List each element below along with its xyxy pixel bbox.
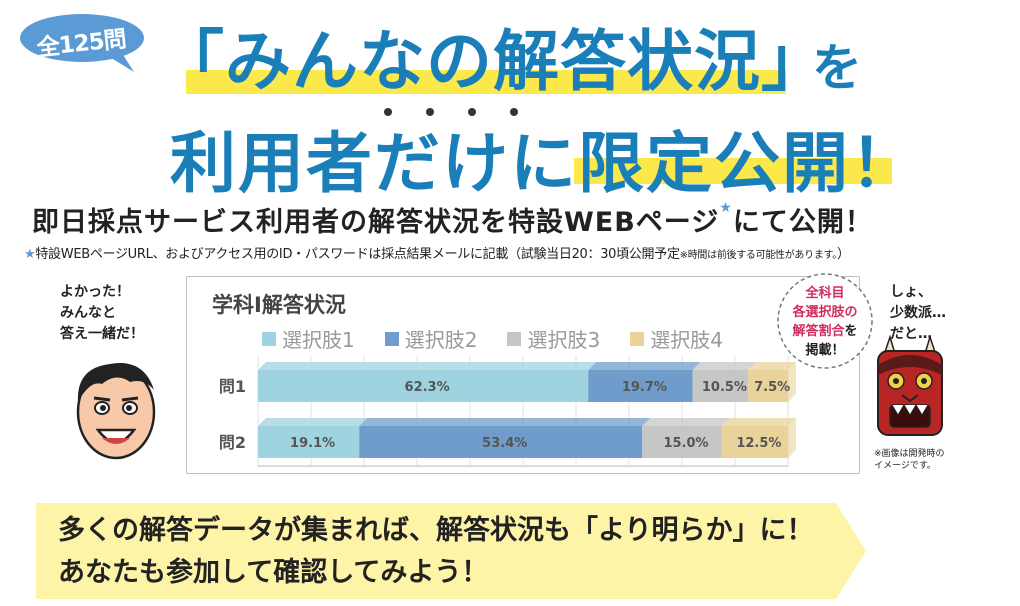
highlight-bar — [186, 70, 786, 94]
left-character-speech: よかった！ みんなと 答え一緒だ！ — [60, 282, 170, 345]
data-label: 10.5% — [702, 380, 747, 395]
callout-line: 掲載！ — [805, 343, 845, 358]
emphasis-dot — [384, 108, 392, 116]
bar-top-face — [359, 418, 651, 426]
emphasis-dot — [426, 108, 434, 116]
legend-item: 選択肢2 — [384, 324, 478, 353]
legend-label: 選択肢2 — [404, 328, 478, 352]
bar-top-face — [721, 418, 796, 426]
speech-line: だと… — [890, 326, 932, 342]
bar-top-face — [692, 362, 757, 370]
bar-segment — [692, 370, 749, 402]
star-icon: ★ — [719, 200, 733, 216]
data-label: 19.1% — [290, 436, 335, 451]
speech-line: みんなと — [60, 305, 116, 321]
bar-top-face — [588, 362, 701, 370]
legend-item: 選択肢1 — [262, 324, 355, 353]
right-character-speech: しょ、 少数派… だと… — [890, 282, 990, 345]
callout-line: 各選択肢の — [792, 305, 858, 320]
headline-line1: 「みんなの解答状況」 — [158, 23, 828, 100]
banner-text: 多くの解答データが集まれば、解答状況も「より明らか」に！ あなたも参加して確認し… — [58, 510, 813, 594]
legend-label: 選択肢3 — [527, 328, 601, 352]
legend-label: 選択肢4 — [650, 328, 723, 352]
headline-line1-suffix: を — [812, 39, 862, 97]
legend-swatch — [630, 331, 645, 346]
bar-top-face — [258, 362, 597, 370]
bar-segment — [258, 370, 589, 402]
bar-side-face — [788, 418, 796, 458]
data-label: 7.5% — [754, 380, 790, 395]
subheadline-main: 即日採点サービス利用者の解答状況を特設WEBページ — [32, 207, 720, 238]
bar-top-face — [748, 362, 796, 370]
speech-line: 少数派… — [890, 305, 946, 321]
legend-swatch — [262, 331, 276, 346]
speech-line: 答え一緒だ！ — [60, 326, 144, 342]
bar-segment — [642, 426, 722, 458]
bar-segment — [359, 426, 643, 458]
image-note: ※画像は開発時の イメージです。 — [874, 448, 994, 472]
note-end: ） — [836, 247, 850, 262]
star-icon: ★ — [24, 247, 36, 262]
bar-segment — [258, 426, 360, 458]
callout-line: 解答割合 — [792, 324, 845, 339]
note-line: ※画像は開発時の — [874, 449, 945, 459]
bottom-banner — [36, 503, 866, 599]
bar-top-face — [642, 418, 730, 426]
banner-line1: 多くの解答データが集まれば、解答状況も「より明らか」に！ — [58, 515, 814, 546]
data-label: 53.4% — [482, 436, 527, 451]
emphasis-dot — [468, 108, 476, 116]
stacked-bar-chart: 問1 62.3% 19.7% 10.5% 7.5% 問2 19.1% 53.4% 15.0% 12… — [219, 356, 796, 467]
speech-line: しょ、 — [890, 284, 932, 300]
legend-item: 選択肢3 — [507, 324, 600, 353]
category-label: 問2 — [219, 433, 246, 452]
subheadline-note: ★特設WEBページURL、およびアクセス用のID・パスワードは採点結果メールに記… — [24, 243, 850, 262]
data-label: 62.3% — [405, 380, 450, 395]
bar-segment — [748, 370, 788, 402]
subheadline: 即日採点サービス利用者の解答状況を特設WEBページ★にて公開！ — [32, 200, 873, 239]
callout-text: 全科目 各選択肢の 解答割合を 掲載！ — [784, 284, 866, 360]
bar-segment — [588, 370, 693, 402]
chart-title: 学科Ⅰ解答状況 — [212, 293, 346, 317]
legend-label: 選択肢1 — [282, 328, 355, 352]
legend-item: 選択肢4 — [630, 324, 723, 353]
oni-demon-illustration — [877, 335, 943, 436]
bar-segment — [721, 426, 788, 458]
legend-swatch — [384, 331, 399, 346]
chart-legend: 選択肢1 選択肢2 選択肢3 選択肢4 — [262, 324, 723, 353]
emphasis-dot — [510, 108, 518, 116]
legend-swatch — [507, 331, 522, 346]
data-label: 19.7% — [622, 380, 667, 395]
speech-line: よかった！ — [60, 284, 130, 300]
data-label: 12.5% — [736, 436, 781, 451]
note-small: ※時間は前後する可能性があります。 — [679, 250, 838, 261]
headline-line2: 利用者だけに限定公開！ — [170, 125, 918, 202]
subheadline-tail: にて公開！ — [732, 207, 873, 238]
callout-circle — [777, 273, 873, 369]
note-text: 特設WEBページURL、およびアクセス用のID・パスワードは採点結果メールに記載… — [35, 247, 680, 262]
badge-speech-bubble — [20, 14, 144, 72]
note-line: イメージです。 — [874, 461, 936, 471]
callout-line: を — [844, 324, 858, 339]
bar-side-face — [788, 362, 796, 402]
bar-top-face — [258, 418, 368, 426]
data-label: 15.0% — [663, 436, 708, 451]
highlight-bar — [574, 158, 892, 184]
banner-line2: あなたも参加して確認してみよう！ — [58, 557, 489, 588]
category-label: 問1 — [219, 377, 246, 396]
callout-line: 全科目 — [805, 286, 845, 301]
smiling-man-illustration — [76, 363, 156, 460]
